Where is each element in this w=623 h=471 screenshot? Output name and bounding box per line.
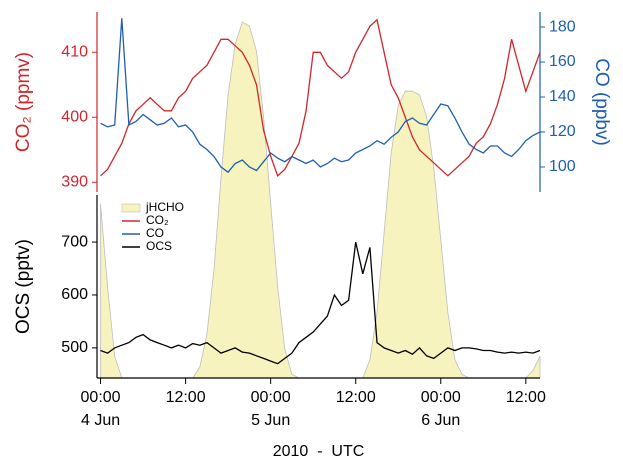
y-tick-label: 500 [61, 339, 88, 356]
x-date-label: 4 Jun [81, 412, 120, 429]
legend-label: CO [146, 226, 164, 240]
line [100, 18, 541, 174]
y2-tick-label: 140 [549, 88, 576, 105]
x-tick-label: 00:00 [421, 389, 461, 406]
y-tick-label: 600 [61, 286, 88, 303]
y2-tick-label: 160 [549, 53, 576, 70]
x-date-label: 5 Jun [251, 412, 290, 429]
y2-tick-label: 100 [549, 158, 576, 175]
x-date-label: 6 Jun [421, 412, 460, 429]
x-tick-label: 00:00 [81, 389, 121, 406]
x-axis-label: 2010 - UTC [273, 443, 365, 460]
x-tick-label: 00:00 [251, 389, 291, 406]
line [100, 241, 541, 365]
legend-label: OCS [146, 239, 172, 253]
legend-swatch [121, 203, 141, 213]
y-tick-label: 700 [61, 233, 88, 250]
y-tick-label: 390 [61, 173, 88, 190]
y-tick-label: 400 [61, 108, 88, 125]
y2-tick-label: 180 [549, 18, 576, 35]
y-axis-label: CO₂ (ppmv) [13, 52, 34, 152]
y2-axis-label: CO (ppbv) [591, 58, 612, 146]
legend-label: CO₂ [146, 213, 169, 227]
y-axis-label: OCS (pptv) [13, 239, 34, 334]
x-tick-label: 12:00 [336, 389, 376, 406]
x-tick-label: 12:00 [506, 389, 546, 406]
y-tick-label: 410 [61, 44, 88, 61]
x-tick-label: 12:00 [166, 389, 206, 406]
line [100, 18, 541, 177]
y2-tick-label: 120 [549, 123, 576, 140]
legend-label: jHCHO [145, 200, 184, 214]
